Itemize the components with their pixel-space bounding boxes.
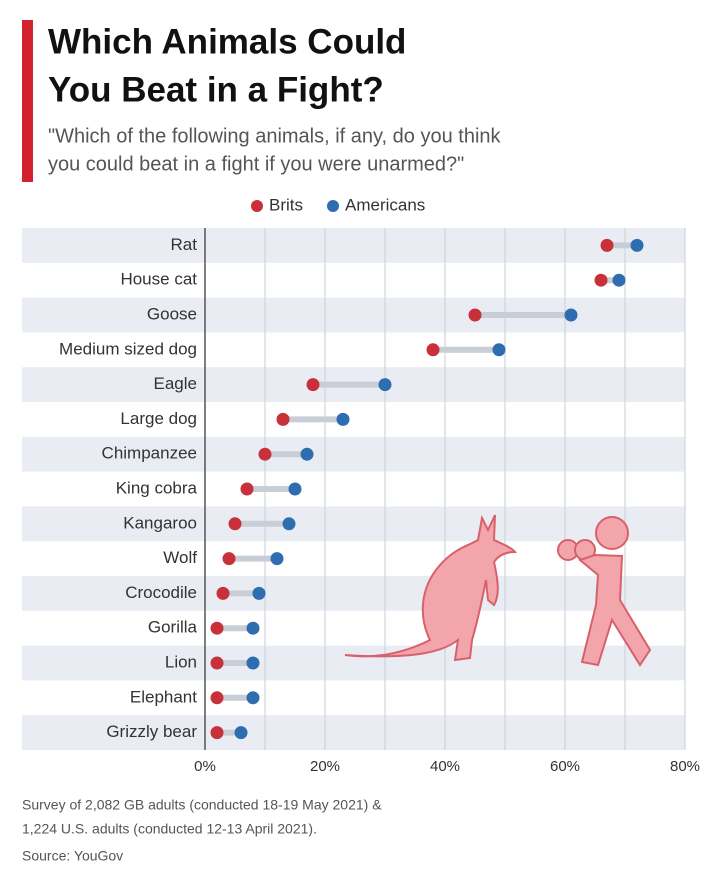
legend-marker [251,200,263,212]
row-band [22,506,685,542]
dot [492,343,506,357]
dot [564,308,578,322]
note: 1,224 U.S. adults (conducted 12-13 April… [22,821,317,837]
dot [306,378,320,392]
dot [282,517,296,531]
x-tick-label: 20% [310,758,340,775]
x-tick-label: 0% [194,758,216,775]
chart-title: You Beat in a Fight? [48,70,384,109]
legend-label: Brits [269,195,303,214]
dot [246,691,260,705]
plot: 0% 20% 40% 60% 80% Brits Americans Rat House cat… [22,195,700,775]
dot [216,586,230,600]
dot [276,412,290,426]
row-band [22,436,685,472]
dot [210,656,224,670]
row-band [22,576,685,611]
y-tick-label: Elephant [130,687,197,706]
dot [246,656,260,670]
dot [600,238,614,252]
source: Source: YouGov [22,848,123,864]
row-band [22,715,685,750]
x-tick-label: 60% [550,758,580,775]
y-tick-label: Eagle [154,374,197,393]
dot [228,517,242,531]
dot [246,621,260,635]
kangaroo-illustration [344,514,518,662]
y-tick-label: Rat [171,235,198,254]
dot [210,621,224,635]
y-tick-label: Wolf [163,548,197,567]
y-tick-label: House cat [120,270,197,289]
dot [594,273,608,287]
y-tick-label: Chimpanzee [102,444,197,463]
y-tick-label: Medium sized dog [59,339,197,358]
dot [252,586,266,600]
dot [210,691,224,705]
subtitle: you could beat in a fight if you were un… [48,153,464,175]
y-tick-label: King cobra [116,478,198,497]
dot [630,238,644,252]
y-tick-label: Kangaroo [123,513,197,532]
row-band [22,645,685,681]
y-tick-label: Grizzly bear [106,722,197,741]
dot [336,412,350,426]
dot [468,308,482,322]
dot [612,273,626,287]
dot [288,482,302,496]
dot [240,482,254,496]
dot [234,726,248,740]
y-tick-label: Gorilla [148,618,198,637]
x-tick-label: 80% [670,758,700,775]
chart-title: Which Animals Could [48,22,406,61]
boxer-illustration [557,516,652,667]
accent-bar [22,20,33,182]
row-band [22,228,685,263]
dot [426,343,440,357]
dot [378,378,392,392]
y-tick-label: Large dog [120,409,197,428]
dot [270,552,284,566]
dot [222,552,236,566]
legend-label: Americans [345,195,425,214]
dot [300,447,314,461]
y-tick-label: Goose [147,304,197,323]
subtitle: "Which of the following animals, if any,… [48,125,502,147]
row-band [22,297,685,333]
x-tick-label: 40% [430,758,460,775]
dot [258,447,272,461]
dot [210,726,224,740]
y-tick-label: Crocodile [125,583,197,602]
note: Survey of 2,082 GB adults (conducted 18-… [22,797,382,813]
legend-marker [327,200,339,212]
y-tick-label: Lion [165,652,197,671]
